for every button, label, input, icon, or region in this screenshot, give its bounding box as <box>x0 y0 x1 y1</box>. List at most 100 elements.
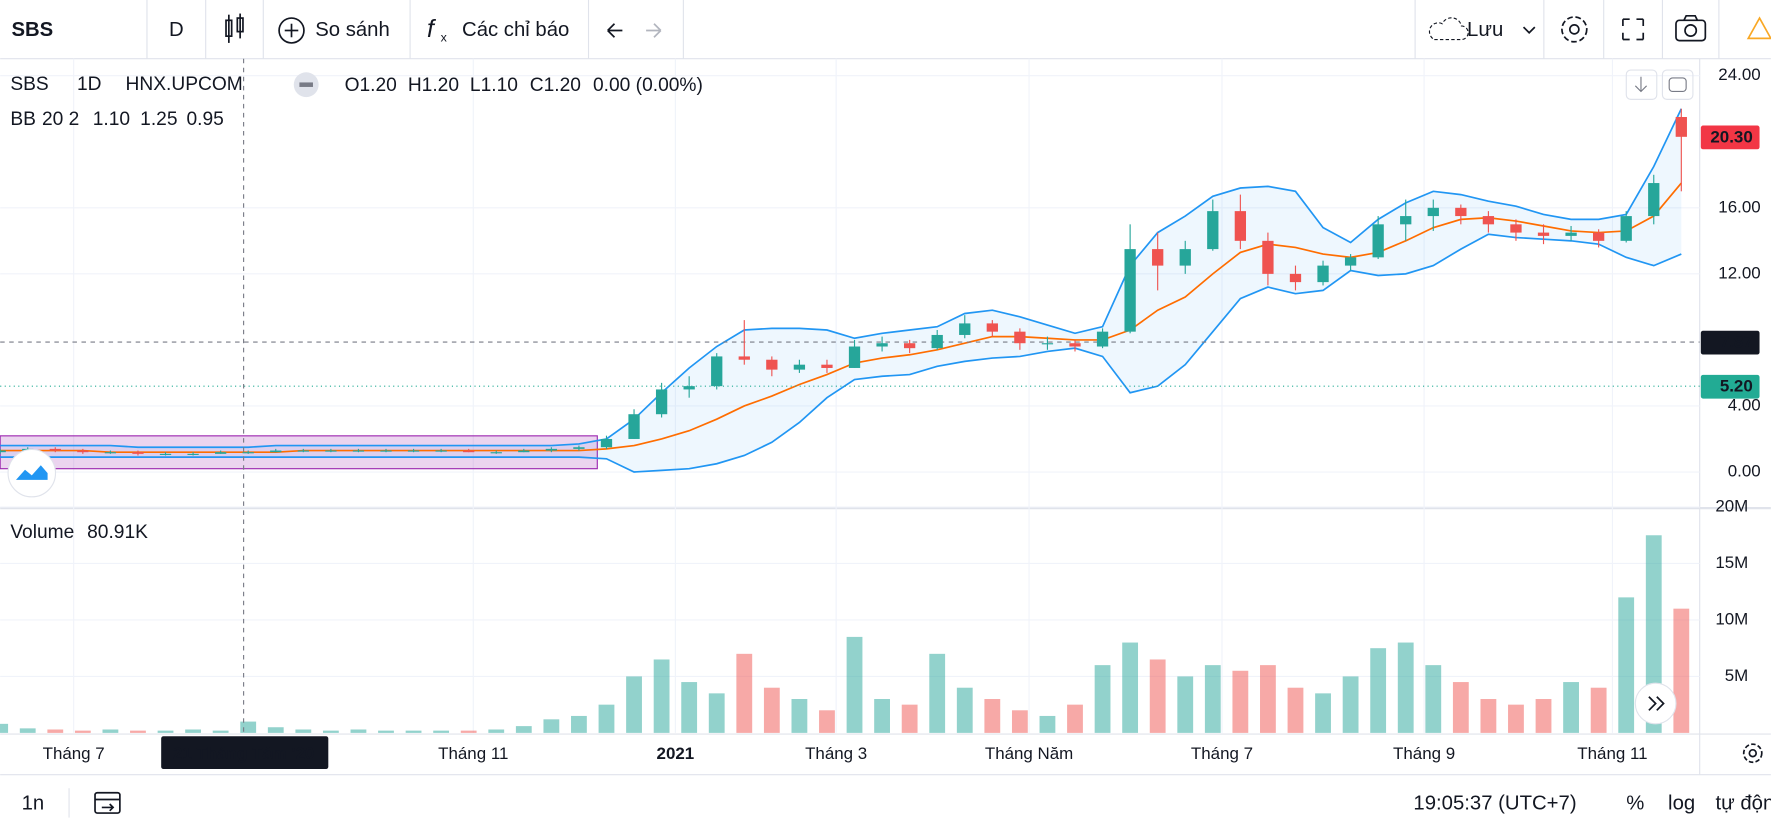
candle-body <box>1207 211 1219 250</box>
percent-toggle[interactable]: % <box>1626 792 1644 814</box>
candle-body <box>1179 249 1191 266</box>
candle-body <box>159 453 172 455</box>
settings-button[interactable] <box>1561 16 1588 43</box>
interval-button[interactable]: D <box>169 19 184 41</box>
volume-bar <box>1067 704 1083 733</box>
candle-body <box>463 450 475 453</box>
volume-bar <box>626 676 642 733</box>
candle-body <box>49 448 61 451</box>
logo[interactable] <box>7 448 57 498</box>
volume-bar <box>157 730 174 733</box>
scroll-to-realtime[interactable] <box>1634 682 1677 725</box>
volume-bar <box>47 729 64 733</box>
save-menu[interactable] <box>1522 26 1536 34</box>
screenshot-button[interactable] <box>1675 14 1707 42</box>
legend-exchange: HNX.UPCOM <box>126 74 243 95</box>
candle-body <box>1289 273 1302 283</box>
log-toggle[interactable]: log <box>1668 792 1695 814</box>
x-tick-label: Tháng Năm <box>985 744 1073 763</box>
candle-body <box>903 343 916 349</box>
x-tick-label: Tháng 7 <box>1191 744 1253 763</box>
volume-bar <box>378 730 394 733</box>
candle-body <box>600 438 613 448</box>
undo-button[interactable] <box>607 23 623 38</box>
goto-date[interactable] <box>94 791 121 814</box>
volume-bar <box>1590 687 1607 733</box>
fullscreen-button[interactable] <box>1622 18 1645 41</box>
volume-bar <box>1397 642 1414 733</box>
bb-lower: 0.95 <box>186 109 223 130</box>
indicators-icon[interactable]: f <box>427 16 437 43</box>
volume-bar <box>846 636 863 733</box>
volume-bar <box>74 730 91 733</box>
legend-change: 0.00 (0.00%) <box>593 75 703 96</box>
bb-line <box>0 233 1682 473</box>
save-button[interactable]: Lưu <box>1467 19 1503 41</box>
candle-body <box>1096 331 1109 347</box>
candle-body <box>325 450 337 452</box>
y-tick-label: 4.00 <box>1728 395 1761 414</box>
candle-body <box>1510 224 1522 233</box>
candle-body <box>766 359 778 370</box>
compare-button[interactable]: So sánh <box>315 19 390 41</box>
redo-button[interactable] <box>646 23 662 38</box>
volume-bar <box>708 693 725 733</box>
candle-body <box>655 389 668 415</box>
volume-bar <box>1342 676 1359 733</box>
volume-last: 80.91K <box>87 522 148 543</box>
volume-bar <box>736 653 753 733</box>
axis-settings[interactable] <box>1742 743 1763 764</box>
price-label-bg <box>1700 374 1760 399</box>
candle-body <box>132 452 144 454</box>
candle-body <box>352 450 365 452</box>
volume-bar <box>460 730 477 733</box>
candle-body <box>518 450 530 453</box>
compare-icon[interactable] <box>278 17 305 44</box>
candle-body <box>545 448 558 451</box>
legend-low: L1.10 <box>470 75 518 96</box>
auto-toggle[interactable]: tự động <box>1716 792 1771 814</box>
candle-body <box>187 453 199 455</box>
candle-body <box>1620 216 1632 241</box>
volume-bar <box>1011 710 1028 733</box>
x-tick-label: 2021 <box>657 744 695 763</box>
price-label: 5.20 <box>1720 377 1753 396</box>
volume-bar <box>240 721 257 733</box>
candle-body <box>986 323 998 332</box>
indicators-button[interactable]: Các chỉ báo <box>462 19 569 41</box>
candle-body <box>1372 224 1384 258</box>
volume-bar <box>681 682 698 733</box>
x-tick-label: Tháng 3 <box>805 744 867 763</box>
collapse-legend[interactable] <box>293 72 319 98</box>
volume-bar <box>763 687 780 733</box>
volume-tick-label: 20M <box>1715 497 1748 516</box>
volume-bar <box>1480 699 1497 733</box>
candle-body <box>77 450 89 453</box>
volume-bar <box>1452 682 1469 733</box>
candle-body <box>0 450 6 453</box>
pane-buttons[interactable] <box>1625 69 1694 100</box>
candle-body <box>1041 343 1054 345</box>
volume-bar <box>874 699 890 733</box>
cloud-icon[interactable] <box>1428 17 1469 41</box>
volume-bar <box>984 699 1001 733</box>
volume-tick-label: 10M <box>1715 609 1748 628</box>
chart-type-icon[interactable] <box>225 13 244 43</box>
volume-bar <box>1094 665 1111 733</box>
symbol-button[interactable]: SBS <box>11 19 53 41</box>
candle-body <box>683 386 695 390</box>
volume-bar <box>598 704 615 733</box>
bb-name[interactable]: BB <box>10 109 36 130</box>
range-button[interactable]: 1n <box>22 792 45 814</box>
legend-symbol[interactable]: SBS <box>10 74 48 95</box>
warning-icon[interactable] <box>1746 16 1771 40</box>
volume-bar <box>130 730 146 733</box>
legend-close: C1.20 <box>530 75 581 96</box>
price-label-bg <box>1700 125 1760 150</box>
x-tick-label: Tháng 9 <box>1393 744 1455 763</box>
x-tick-label: Tháng 11 <box>1577 744 1647 763</box>
candle-body <box>1262 240 1274 274</box>
volume-bar <box>901 704 918 733</box>
volume-name[interactable]: Volume <box>10 522 74 543</box>
